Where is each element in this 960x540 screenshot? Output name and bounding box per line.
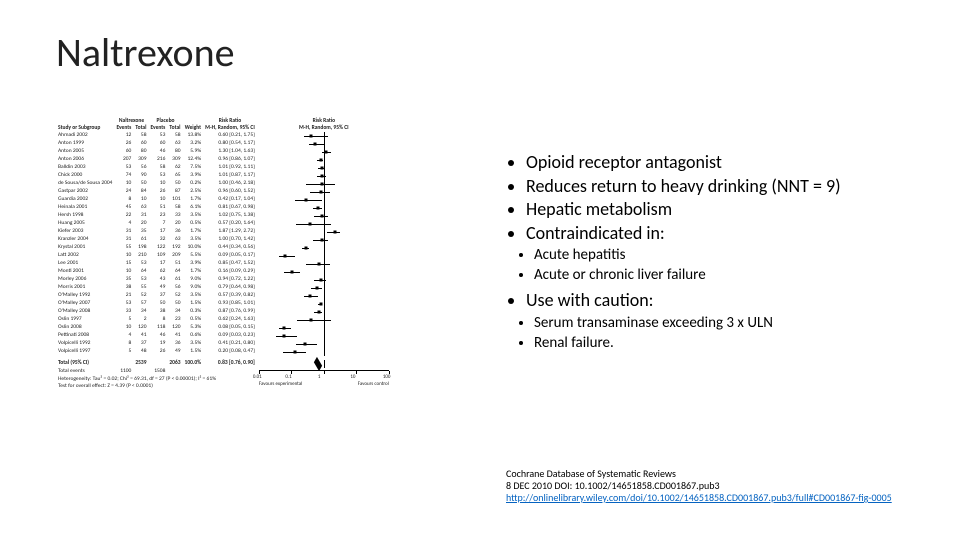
study-row: O'Malley 1992215237523.5%0.57 [0.39, 0.8… [56, 292, 391, 300]
study-row: Anton 200620730921630912.4%0.96 [0.86, 1… [56, 156, 391, 164]
study-row: O'Malley 2008333438340.3%0.87 [0.76, 0.9… [56, 308, 391, 316]
sub-bullet: Serum transaminase exceeding 3 x ULN [534, 314, 926, 332]
study-row: Anton 1999266060633.2%0.80 [0.54, 1.17] [56, 140, 391, 148]
bullet: Opioid receptor antagonist [526, 152, 926, 174]
study-row: de Sousa/de Sousa 2004105010500.2%1.00 [… [56, 180, 391, 188]
study-row: Huang 20054207200.5%0.57 [0.20, 1.64] [56, 220, 391, 228]
slide-title: Naltrexone [56, 28, 235, 77]
study-row: Oslin 2008101201181205.3%0.08 [0.05, 0.1… [56, 324, 391, 332]
study-row: Volpicelli 199283719363.5%0.41 [0.21, 0.… [56, 340, 391, 348]
citation-link[interactable]: http://onlinelibrary.wiley.com/doi/10.10… [506, 491, 892, 504]
study-row: Monti 2001106462641.7%0.16 [0.09, 0.29] [56, 268, 391, 276]
study-row: Kranzler 2004316132633.5%1.00 [0.70, 1.4… [56, 236, 391, 244]
study-row: Pettinati 200844146410.6%0.09 [0.03, 0.2… [56, 332, 391, 340]
study-row: Heinala 2001456351586.1%0.81 [0.67, 0.98… [56, 204, 391, 212]
study-row: Gastpar 2002248426872.5%0.96 [0.60, 1.52… [56, 188, 391, 196]
study-row: Balldin 2003535658627.5%1.01 [0.92, 1.11… [56, 164, 391, 172]
bullet: Contraindicated in: [526, 223, 926, 245]
study-row: Morley 2006355343619.0%0.94 [0.72, 1.22] [56, 276, 391, 284]
study-row: Anton 2005608046805.9%1.30 [1.04, 1.63] [56, 148, 391, 156]
sub-bullet: Acute or chronic liver failure [534, 266, 926, 284]
study-row: Morris 2001385549569.0%0.79 [0.64, 0.98] [56, 284, 391, 292]
study-row: Oslin 1997528230.5%0.62 [0.24, 1.63] [56, 316, 391, 324]
study-row: Krystal 20015519812219210.0%0.44 [0.34, … [56, 244, 391, 252]
bullet: Use with caution: [526, 290, 926, 312]
study-row: O'Malley 2007535750501.5%0.93 [0.85, 1.0… [56, 300, 391, 308]
sub-bullet: Renal failure. [534, 334, 926, 352]
study-row: Chick 2000749053653.9%1.01 [0.87, 1.17] [56, 172, 391, 180]
study-row: Hersh 1998223123333.5%1.02 [0.75, 1.38] [56, 212, 391, 220]
study-row: Guardia 2002810101011.7%0.42 [0.17, 1.04… [56, 196, 391, 204]
study-row: Volpicelli 199754826491.5%0.20 [0.08, 0.… [56, 348, 391, 356]
sub-bullet: Acute hepatitis [534, 246, 926, 264]
citation: Cochrane Database of Systematic Reviews … [506, 468, 936, 504]
study-row: Latt 2002102101092095.5%0.09 [0.05, 0.17… [56, 252, 391, 260]
bullet-panel: Opioid receptor antagonist Reduces retur… [506, 150, 926, 358]
study-row: Ahmadi 20021258535813.8%0.60 [0.21, 1.75… [56, 132, 391, 140]
study-row: Lee 2001155317513.9%0.85 [0.47, 1.52] [56, 260, 391, 268]
bullet: Hepatic metabolism [526, 199, 926, 221]
study-row: Kiefer 2003313517361.7%1.87 [1.29, 2.72] [56, 228, 391, 236]
bullet: Reduces return to heavy drinking (NNT = … [526, 176, 926, 198]
forest-plot: NaltrexonePlaceboRisk RatioRisk RatioStu… [56, 118, 488, 488]
